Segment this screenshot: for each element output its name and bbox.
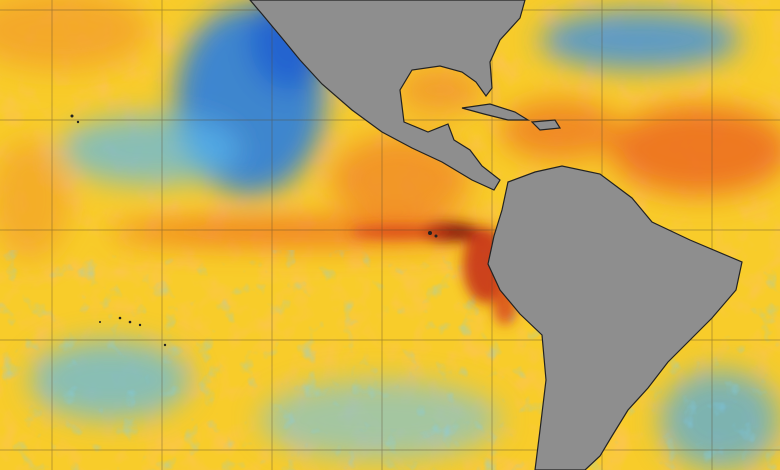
south-america	[487, 165, 743, 470]
islands	[70, 114, 438, 347]
land	[249, 0, 743, 470]
cuba	[461, 103, 531, 121]
hispaniola	[530, 119, 562, 131]
north-america	[249, 0, 526, 191]
